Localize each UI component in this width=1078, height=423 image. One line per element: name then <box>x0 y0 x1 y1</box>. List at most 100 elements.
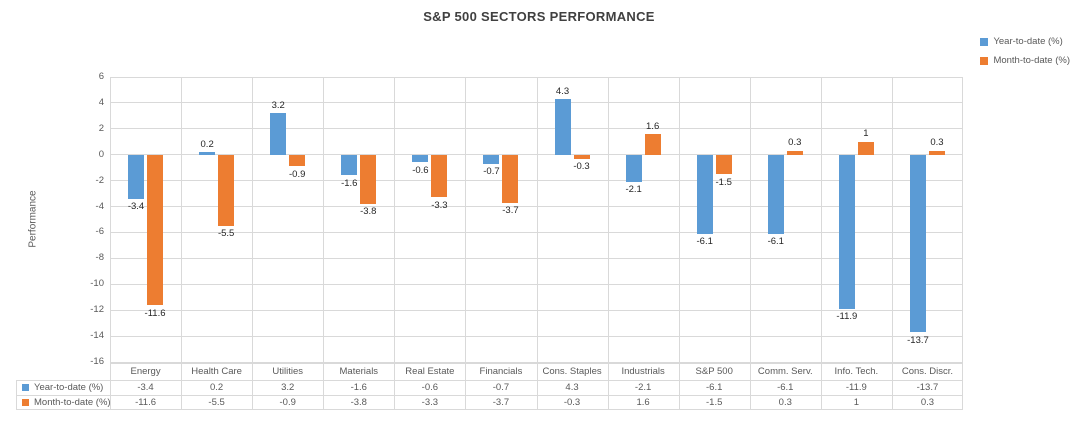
bar-ytd-info-tech <box>838 154 855 309</box>
data-label-ytd-energy: -3.4 <box>127 201 145 213</box>
table-border <box>16 380 963 381</box>
data-label-ytd-financials: -0.7 <box>483 166 500 178</box>
table-cell-ytd-health-care: 0.2 <box>210 382 224 393</box>
gridline <box>962 77 963 362</box>
data-label-mtd-info-tech: 1 <box>863 128 869 140</box>
table-border <box>110 363 111 410</box>
bar-mtd-s-p-500 <box>715 154 732 175</box>
table-header-health-care: Health Care <box>191 366 242 377</box>
data-label-mtd-financials: -3.7 <box>502 205 519 217</box>
gridline <box>110 154 963 156</box>
table-border <box>323 363 324 410</box>
table-cell-ytd-industrials: -2.1 <box>634 382 652 393</box>
table-border <box>537 363 538 410</box>
table-cell-mtd-materials: -3.8 <box>350 397 367 408</box>
bar-ytd-energy <box>128 154 145 199</box>
table-border <box>679 363 680 410</box>
bar-mtd-energy <box>147 154 164 305</box>
table-cell-mtd-financials: -3.7 <box>492 397 510 408</box>
data-label-mtd-cons-staples: -0.3 <box>573 161 590 173</box>
y-axis-tick-label: -10 <box>90 278 104 290</box>
table-header-cons-discr: Cons. Discr. <box>901 366 954 377</box>
table-header-materials: Materials <box>339 366 379 377</box>
bar-ytd-utilities <box>270 113 287 155</box>
gridline <box>679 77 680 362</box>
table-border <box>821 363 822 410</box>
gridline <box>110 77 111 362</box>
gridline <box>252 77 253 362</box>
bar-mtd-comm-serv <box>786 150 803 155</box>
bar-mtd-cons-staples <box>573 154 590 159</box>
table-cell-ytd-comm-serv: -6.1 <box>777 382 794 393</box>
table-cell-mtd-comm-serv: 0.3 <box>778 397 792 408</box>
table-header-info-tech: Info. Tech. <box>834 366 879 377</box>
data-label-mtd-real-estate: -3.3 <box>431 199 448 211</box>
y-axis-tick-label: -12 <box>90 304 104 316</box>
table-cell-ytd-s-p-500: -6.1 <box>706 382 723 393</box>
table-row-header-ytd: Year-to-date (%) <box>16 380 116 395</box>
bar-mtd-financials <box>502 154 519 203</box>
bar-ytd-real-estate <box>412 154 429 163</box>
data-label-mtd-materials: -3.8 <box>360 206 377 218</box>
table-cell-mtd-s-p-500: -1.5 <box>706 397 723 408</box>
y-axis-tick-label: 6 <box>98 71 104 82</box>
table-header-energy: Energy <box>130 366 161 377</box>
data-label-ytd-cons-discr: -13.7 <box>907 334 929 346</box>
legend-entry-ytd: Year-to-date (%) <box>980 36 1070 47</box>
legend-entry-mtd: Month-to-date (%) <box>980 55 1070 66</box>
table-border <box>181 363 182 410</box>
gridline <box>110 283 963 285</box>
data-label-ytd-health-care: 0.2 <box>200 138 214 150</box>
chart-data-table: Energy Health Care Utilities Materials Real … <box>16 363 963 410</box>
gridline <box>892 77 893 362</box>
gridline <box>465 77 466 362</box>
table-cell-ytd-materials: -1.6 <box>350 382 367 393</box>
gridline <box>110 76 963 78</box>
y-axis-tick-label: -2 <box>95 174 104 186</box>
legend-label-mtd: Month-to-date (%) <box>993 55 1070 66</box>
data-label-ytd-cons-staples: 4.3 <box>555 85 570 97</box>
y-axis-tick-label: -8 <box>95 252 104 264</box>
gridline <box>110 128 963 130</box>
gridline <box>608 77 609 362</box>
data-label-ytd-materials: -1.6 <box>341 177 358 189</box>
bar-mtd-materials <box>360 154 377 204</box>
gridline <box>821 77 822 362</box>
y-axis-tick-label: 2 <box>98 122 104 134</box>
table-border <box>394 363 395 410</box>
table-cell-mtd-utilities: -0.9 <box>279 397 296 408</box>
table-header-industrials: Industrials <box>621 366 665 377</box>
table-border <box>465 363 466 410</box>
bar-mtd-industrials <box>644 134 661 155</box>
ytd-table-key-swatch <box>22 384 29 391</box>
data-label-ytd-info-tech: -11.9 <box>836 311 858 323</box>
table-cell-ytd-cons-discr: -13.7 <box>916 382 939 393</box>
gridline <box>394 77 395 362</box>
y-axis-tick-label: 4 <box>98 96 104 108</box>
data-label-ytd-real-estate: -0.6 <box>412 165 429 176</box>
table-border <box>252 363 253 410</box>
bar-ytd-industrials <box>625 154 642 182</box>
table-border <box>962 363 963 410</box>
mtd-table-key-swatch <box>22 399 29 406</box>
table-cell-mtd-info-tech: 1 <box>853 397 860 408</box>
bar-mtd-utilities <box>289 154 306 167</box>
data-label-mtd-health-care: -5.5 <box>217 228 235 240</box>
table-cell-ytd-utilities: 3.2 <box>281 382 295 393</box>
table-border <box>16 380 17 410</box>
gridline <box>110 206 963 208</box>
table-header-financials: Financials <box>479 366 523 377</box>
gridline <box>110 231 963 233</box>
table-border <box>608 363 609 410</box>
bar-mtd-real-estate <box>431 154 448 198</box>
gridline <box>110 257 963 259</box>
table-header-utilities: Utilities <box>272 366 303 377</box>
data-label-ytd-comm-serv: -6.1 <box>767 236 784 248</box>
bar-ytd-cons-discr <box>909 154 926 333</box>
gridline <box>323 77 324 362</box>
table-cell-mtd-cons-discr: 0.3 <box>920 397 935 408</box>
gridline <box>537 77 538 362</box>
data-label-ytd-utilities: 3.2 <box>271 99 285 111</box>
table-header-cons-staples: Cons. Staples <box>542 366 602 377</box>
